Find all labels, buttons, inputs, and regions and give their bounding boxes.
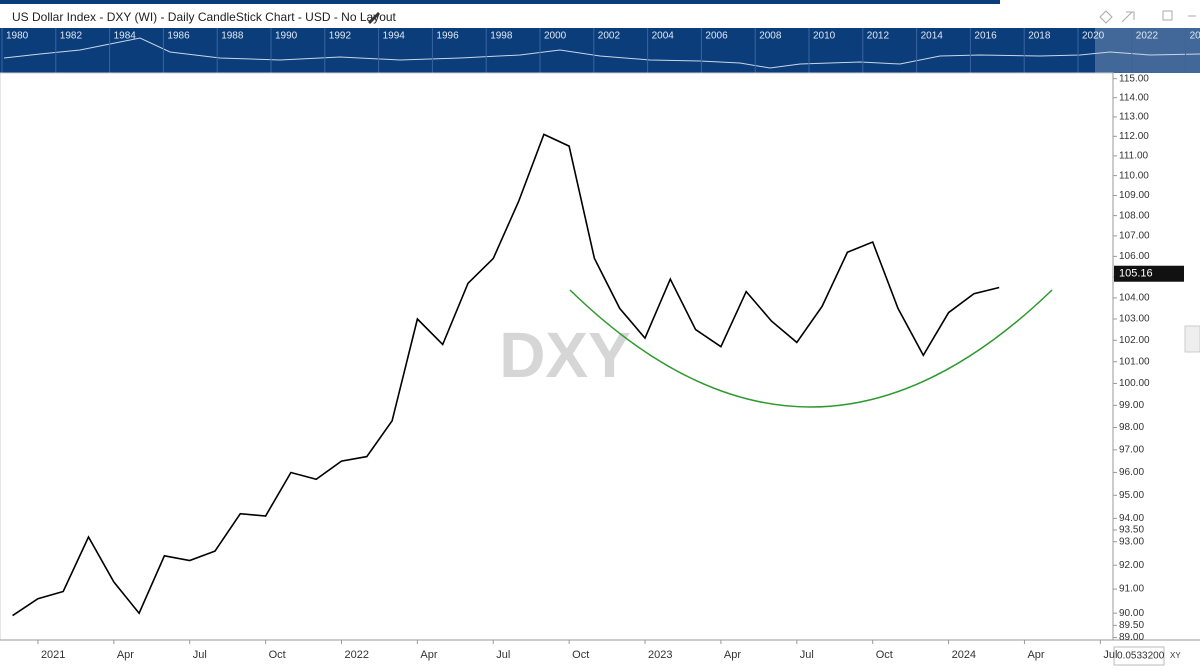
y-tick-label: 91.00 — [1119, 584, 1144, 595]
x-tick-label: Oct — [572, 649, 589, 661]
navigator-year: 2012 — [867, 31, 890, 42]
window-icons — [1099, 10, 1196, 24]
x-tick-label: Jul — [1103, 649, 1117, 661]
y-tick-label: 113.00 — [1119, 112, 1149, 123]
y-tick-label: 115.00 — [1119, 73, 1149, 84]
navigator-year: 1994 — [383, 31, 406, 42]
y-tick-label: 94.00 — [1119, 513, 1144, 524]
y-tick-label: 96.00 — [1119, 467, 1144, 478]
watermark: DXY — [499, 319, 631, 391]
navigator-year: 1998 — [490, 31, 513, 42]
y-tick-label: 111.00 — [1119, 151, 1149, 162]
x-tick-label: Jul — [800, 649, 814, 661]
y-tick-label: 100.00 — [1119, 378, 1150, 389]
navigator-year: 2000 — [544, 31, 567, 42]
navigator-year: 1980 — [6, 31, 29, 42]
corner-value: 0.0533200 — [1117, 651, 1165, 662]
x-tick-label: Apr — [1027, 649, 1044, 661]
navigator-year: 2006 — [705, 31, 728, 42]
corner-value-box — [1113, 646, 1165, 666]
x-tick-label: Apr — [420, 649, 437, 661]
x-tick-label: 2024 — [952, 649, 976, 661]
draw-icon[interactable] — [1099, 10, 1113, 24]
top-strip — [0, 0, 1000, 4]
y-tick-label: 106.00 — [1119, 251, 1150, 262]
y-tick-label: 107.00 — [1119, 231, 1150, 242]
y-tick-label: 99.00 — [1119, 400, 1144, 411]
y-tick-label: 101.00 — [1119, 356, 1150, 367]
navigator-year: 1996 — [436, 31, 459, 42]
bowl-annotation — [569, 289, 1053, 408]
price-line — [12, 133, 1000, 617]
navigator-year: 2022 — [1136, 31, 1159, 42]
x-tick-label: Apr — [117, 649, 134, 661]
last-price-label: 105.16 — [1119, 268, 1153, 280]
navigator-window[interactable] — [1095, 28, 1200, 73]
chart-title: US Dollar Index - DXY (WI) - Daily Candl… — [12, 10, 397, 24]
side-toggle[interactable] — [1184, 325, 1200, 353]
x-tick-label: 2023 — [648, 649, 672, 661]
navigator-year: 2014 — [921, 31, 944, 42]
y-tick-label: 97.00 — [1119, 444, 1144, 455]
edit-icon[interactable] — [368, 12, 380, 24]
x-tick-label: Jul — [496, 649, 510, 661]
navigator-year: 2004 — [652, 31, 675, 42]
y-tick-label: 112.00 — [1119, 131, 1149, 142]
navigator-year: 1986 — [167, 31, 190, 42]
navigator-bg — [0, 28, 1200, 73]
y-tick-label: 102.00 — [1119, 335, 1150, 346]
y-tick-label: 104.00 — [1119, 293, 1150, 304]
pin-icon[interactable] — [1121, 11, 1135, 23]
navigator-year: 1988 — [221, 31, 244, 42]
navigator-year: 1982 — [60, 31, 83, 42]
navigator-year: 1984 — [114, 31, 137, 42]
y-tick-label: 92.00 — [1119, 560, 1144, 571]
xy-button[interactable]: XY — [1170, 651, 1181, 660]
navigator-year: 1992 — [329, 31, 352, 42]
x-tick-label: 2021 — [41, 649, 65, 661]
navigator-year: 2016 — [974, 31, 997, 42]
navigator: 1980 1982 1984 1986 1988 1990 1992 1994 1996 1998… — [0, 28, 1200, 73]
navigator-year: 2020 — [1082, 31, 1105, 42]
y-tick-label: 103.00 — [1119, 314, 1150, 325]
y-tick-label: 93.00 — [1119, 536, 1144, 547]
navigator-year: 2010 — [813, 31, 836, 42]
y-tick-label: 110.00 — [1119, 170, 1149, 181]
navigator-year: 2024 — [1190, 31, 1200, 42]
x-tick-label: 2022 — [344, 649, 368, 661]
y-tick-label: 109.00 — [1119, 190, 1150, 201]
y-tick-label: 114.00 — [1119, 92, 1149, 103]
y-tick-label: 95.00 — [1119, 490, 1144, 501]
y-tick-label: 93.50 — [1119, 525, 1144, 536]
y-tick-label: 98.00 — [1119, 422, 1144, 433]
navigator-year: 2018 — [1028, 31, 1051, 42]
navigator-year: 2002 — [598, 31, 621, 42]
navigator-year: 2008 — [759, 31, 782, 42]
y-tick-label: 90.00 — [1119, 608, 1144, 619]
restore-icon[interactable] — [1162, 10, 1173, 21]
navigator-year: 1990 — [275, 31, 298, 42]
y-tick-label: 108.00 — [1119, 210, 1150, 221]
y-tick-label: 89.00 — [1119, 632, 1144, 643]
x-tick-label: Apr — [724, 649, 741, 661]
x-tick-label: Jul — [193, 649, 207, 661]
y-tick-label: 89.50 — [1119, 620, 1144, 631]
x-tick-label: Oct — [876, 649, 893, 661]
navigator-line — [3, 37, 1200, 69]
x-tick-label: Oct — [269, 649, 286, 661]
last-price-box — [1114, 265, 1184, 282]
